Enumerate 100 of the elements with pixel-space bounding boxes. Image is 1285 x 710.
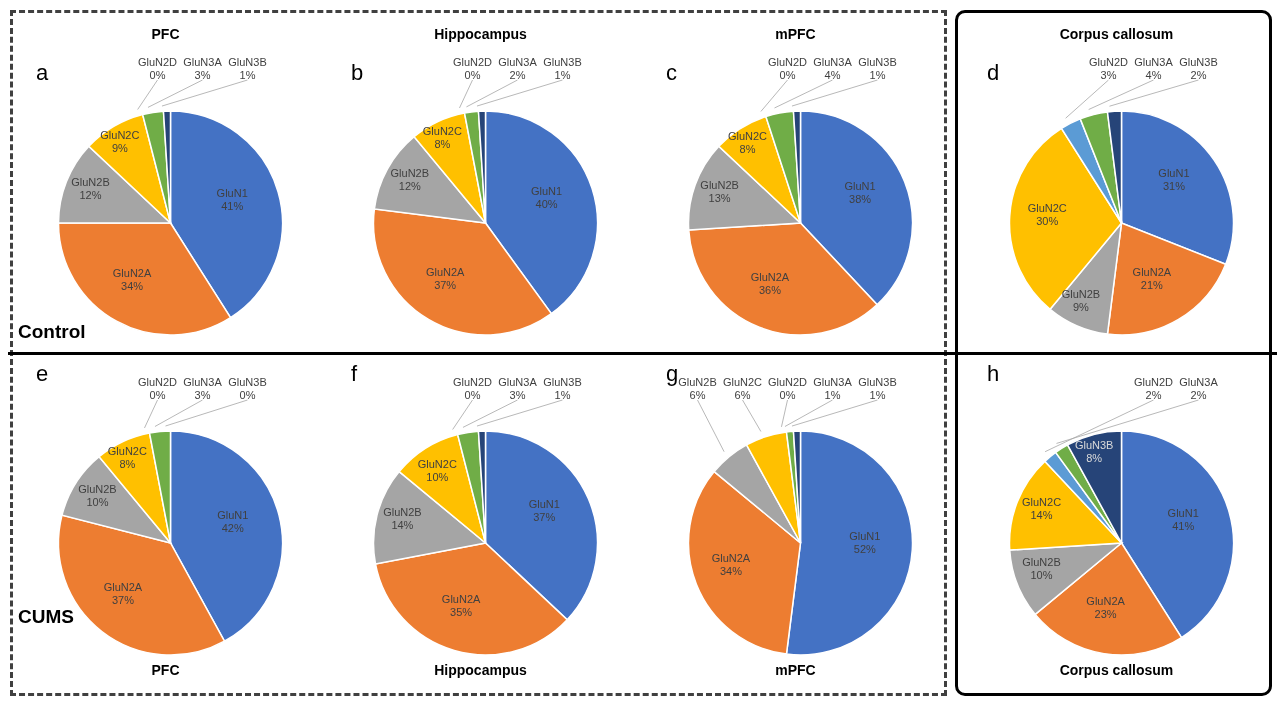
text: a (36, 60, 49, 86)
slice-label: GluN2C (1027, 201, 1067, 214)
data-label: 3% (1100, 69, 1117, 81)
data-label: 3% (194, 389, 211, 401)
slice-label: GluN2C (722, 376, 763, 388)
data-label: 10% (86, 495, 109, 508)
data-label: 3% (509, 389, 526, 401)
text: d (987, 60, 1000, 86)
slice-label: GluN3B (228, 56, 267, 68)
data-label: 6% (689, 389, 706, 401)
text: Corpus callosum (1058, 662, 1175, 678)
slice-label: GluN2C (107, 444, 147, 457)
text: mPFC (774, 662, 817, 678)
data-label: 41% (1172, 519, 1195, 532)
data-label: 13% (708, 191, 731, 204)
slice-label: GluN3A (813, 376, 853, 388)
chart-title: Corpus callosum (1058, 26, 1175, 42)
data-label: 21% (1140, 278, 1164, 291)
text: 0% (464, 389, 481, 401)
data-label: 10% (1030, 568, 1053, 581)
slice-label: GluN2A (711, 551, 751, 564)
text: 0% (149, 389, 166, 401)
data-label: 9% (1072, 301, 1090, 314)
slice-label: GluN3A (498, 376, 538, 388)
data-label: 14% (391, 518, 414, 531)
slice-label: GluN2B (678, 376, 717, 388)
data-label: 1% (554, 389, 571, 401)
slice-label: GluN2A (441, 592, 482, 605)
data-label: 2% (509, 69, 526, 81)
category-label: GluN2D (452, 376, 493, 388)
data-label: 31% (1162, 179, 1186, 192)
data-label: 12% (398, 180, 422, 193)
text: g (666, 361, 679, 387)
slice-label: GluN3A (498, 56, 538, 68)
text: 0% (779, 69, 796, 81)
data-label: 4% (1145, 69, 1162, 81)
data-label: 35% (450, 605, 473, 618)
category-label: GluN2D (137, 376, 178, 388)
slice-label: GluN3A (1179, 376, 1219, 388)
data-label: 1% (824, 389, 841, 401)
slice-label: GluN3B (1179, 56, 1218, 68)
data-label: 41% (221, 199, 244, 212)
text: c (666, 60, 677, 86)
text: 0% (149, 69, 166, 81)
slice-label: GluN2A (1086, 594, 1126, 607)
text: e (36, 361, 49, 387)
slice-label: GluN2C (422, 124, 462, 137)
slice-label: GluN3B (543, 376, 582, 388)
category-label: GluN2D (767, 376, 808, 388)
data-label: 23% (1094, 607, 1117, 620)
slice-label: GluN2B (383, 505, 422, 518)
data-label: 1% (554, 69, 571, 81)
slice-label: GluN2C (727, 130, 768, 143)
slice-label: GluN1 (217, 508, 249, 521)
data-label: 30% (1036, 214, 1059, 227)
slice-label: GluN1 (528, 498, 560, 511)
slice-label: GluN3A (183, 376, 223, 388)
slice-label: GluN1 (530, 184, 563, 197)
data-label: 3% (194, 69, 211, 81)
category-label: GluN2D (452, 56, 493, 68)
slice-label: GluN2A (103, 580, 143, 593)
data-label: 6% (734, 389, 751, 401)
slice-label: GluN3B (543, 56, 582, 68)
chart-title: mPFC (774, 26, 817, 42)
text: Control (18, 321, 86, 343)
data-label: 1% (869, 389, 886, 401)
data-label: 10% (426, 470, 449, 483)
slice-label: GluN2B (390, 167, 430, 180)
slice-label: GluN1 (1158, 166, 1190, 179)
data-label: 37% (111, 593, 135, 606)
text: PFC (150, 662, 181, 678)
slice-label: GluN1 (849, 530, 881, 543)
data-label: 9% (111, 141, 129, 154)
text: f (351, 361, 358, 387)
slice-label: GluN2C (417, 457, 457, 470)
slice-label: GluN2B (1061, 288, 1101, 301)
data-label: 37% (434, 278, 457, 291)
text: b (351, 60, 364, 86)
chart-title: PFC (150, 26, 181, 42)
slice-label: GluN1 (216, 186, 248, 199)
data-label: 34% (121, 279, 144, 292)
slice-label: GluN3B (858, 56, 897, 68)
data-label: 14% (1030, 509, 1053, 522)
slice-label: GluN2B (1022, 555, 1061, 568)
data-label: 37% (533, 511, 556, 524)
slice-label: GluN3A (183, 56, 223, 68)
data-label: 52% (853, 543, 877, 556)
text: 0% (239, 389, 256, 401)
slice-label: GluN1 (844, 180, 876, 193)
slice-label: GluN2A (425, 265, 466, 278)
slice-label: GluN3A (1134, 56, 1174, 68)
text: CUMS (18, 606, 74, 628)
slice-label: GluN2D (1133, 376, 1174, 388)
text: h (987, 361, 1000, 387)
chart-title: Hippocampus (433, 26, 528, 42)
data-label: 4% (824, 69, 841, 81)
text: 0% (464, 69, 481, 81)
data-label: 40% (535, 197, 558, 210)
category-label: GluN2D (137, 56, 178, 68)
data-label: 1% (239, 69, 256, 81)
